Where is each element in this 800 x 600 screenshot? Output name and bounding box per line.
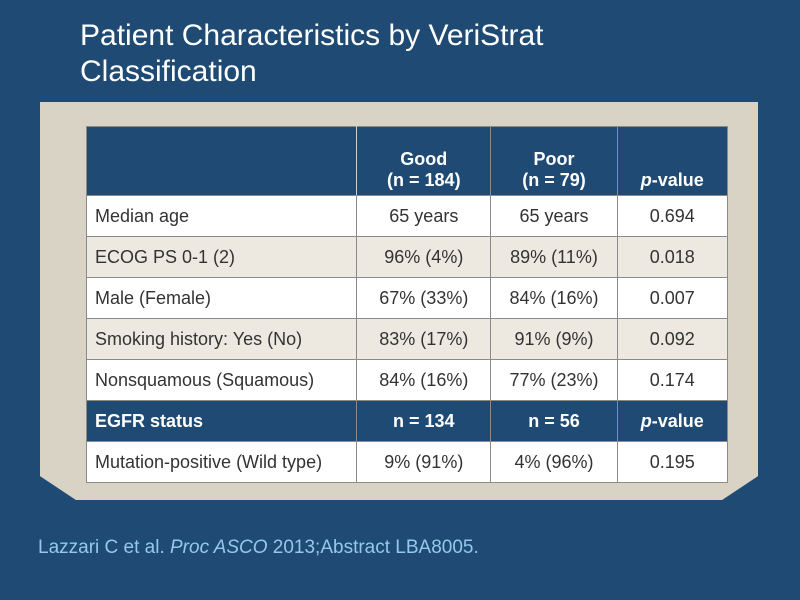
row-pvalue: 0.195 [616,441,729,483]
slide-title: Patient Characteristics by VeriStrat Cla… [80,18,544,90]
table-row: Nonsquamous (Squamous) 84% (16%) 77% (23… [85,359,729,401]
egfr-status-label: EGFR status [85,400,358,442]
row-good: 84% (16%) [356,359,492,401]
row-label: Median age [85,195,358,237]
header-good-line2: (n = 184) [387,170,461,190]
header-pvalue-p: p [640,170,652,190]
egfr-good-n: n = 134 [356,400,492,442]
header-poor: Poor (n = 79) [490,126,618,196]
row-pvalue: 0.007 [616,277,729,319]
row-good: 65 years [356,195,492,237]
row-good: 9% (91%) [356,441,492,483]
header-pvalue: p-value [616,126,729,196]
egfr-pvalue-header: p-value [616,400,729,442]
citation: Lazzari C et al. Proc ASCO 2013;Abstract… [38,537,479,559]
citation-rest: 2013;Abstract LBA8005. [267,537,479,558]
egfr-pvalue-p: p [640,410,652,431]
table-row: Male (Female) 67% (33%) 84% (16%) 0.007 [85,277,729,319]
citation-authors: Lazzari C et al. [38,537,170,558]
slide-title-line2: Classification [80,55,257,88]
header-good-line1: Good [400,149,448,169]
table-row: Mutation-positive (Wild type) 9% (91%) 4… [85,441,729,483]
row-good: 67% (33%) [356,277,492,319]
table-row: Smoking history: Yes (No) 83% (17%) 91% … [85,318,729,360]
row-label: Mutation-positive (Wild type) [85,441,358,483]
row-poor: 89% (11%) [490,236,618,278]
egfr-subheader-row: EGFR status n = 134 n = 56 p-value [85,400,729,442]
header-blank-cell [85,126,358,196]
row-good: 96% (4%) [356,236,492,278]
row-pvalue: 0.018 [616,236,729,278]
row-poor: 77% (23%) [490,359,618,401]
table-row: ECOG PS 0-1 (2) 96% (4%) 89% (11%) 0.018 [85,236,729,278]
header-good: Good (n = 184) [356,126,492,196]
patient-characteristics-table: Good (n = 184) Poor (n = 79) p-value Med… [85,126,729,483]
row-poor: 65 years [490,195,618,237]
egfr-poor-n: n = 56 [490,400,618,442]
header-poor-line1: Poor [533,149,575,169]
row-pvalue: 0.092 [616,318,729,360]
row-poor: 84% (16%) [490,277,618,319]
row-pvalue: 0.174 [616,359,729,401]
row-poor: 4% (96%) [490,441,618,483]
egfr-pvalue-rest: -value [651,410,704,431]
table-header-row: Good (n = 184) Poor (n = 79) p-value [85,126,729,196]
header-pvalue-rest: -value [651,170,704,190]
row-pvalue: 0.694 [616,195,729,237]
row-good: 83% (17%) [356,318,492,360]
table-row: Median age 65 years 65 years 0.694 [85,195,729,237]
row-label: Male (Female) [85,277,358,319]
row-label: Nonsquamous (Squamous) [85,359,358,401]
row-label: Smoking history: Yes (No) [85,318,358,360]
citation-journal: Proc ASCO [170,537,268,558]
header-poor-line2: (n = 79) [522,170,586,190]
row-label: ECOG PS 0-1 (2) [85,236,358,278]
row-poor: 91% (9%) [490,318,618,360]
slide-title-line1: Patient Characteristics by VeriStrat [80,19,544,52]
